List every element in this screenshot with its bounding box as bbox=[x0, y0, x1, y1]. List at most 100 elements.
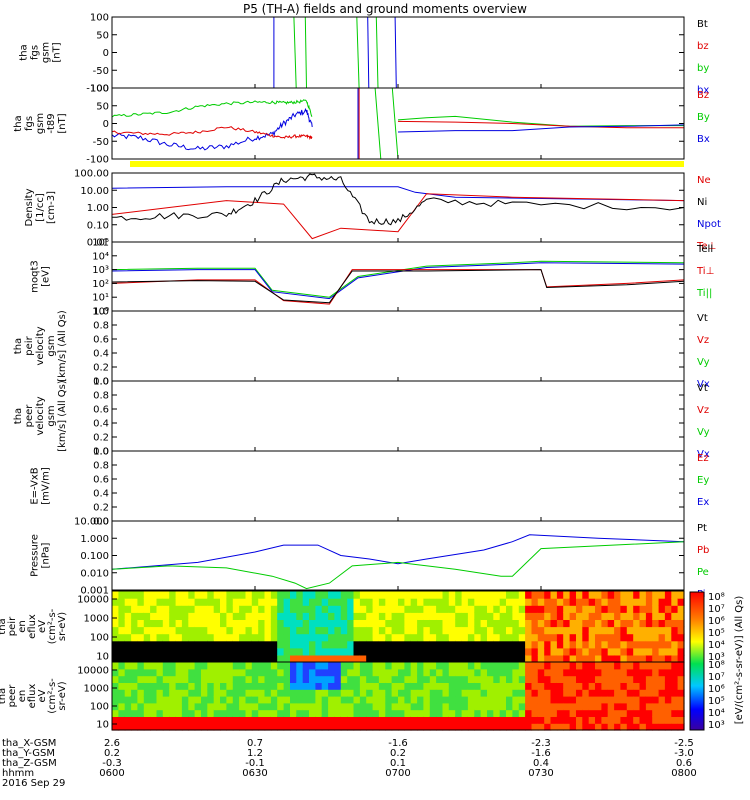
spectrogram-cell bbox=[601, 605, 609, 613]
spectrogram-cell bbox=[290, 702, 297, 711]
spectrogram-cell bbox=[156, 662, 164, 670]
spectrogram-cell bbox=[258, 598, 266, 606]
spectrogram-cell bbox=[645, 605, 653, 613]
spectrogram-cell bbox=[614, 626, 622, 635]
legend-entry: Vz bbox=[697, 405, 709, 416]
spectrogram-cell bbox=[480, 682, 488, 690]
spectrogram-cell bbox=[639, 675, 647, 683]
spectrogram-cell bbox=[595, 723, 602, 731]
spectrogram-cell bbox=[175, 696, 183, 704]
spectrogram-cell bbox=[467, 605, 475, 613]
spectrogram-cell bbox=[220, 598, 227, 606]
spectrogram-cell bbox=[518, 640, 526, 649]
spectrogram-cell bbox=[239, 619, 247, 628]
y-tick-label: 1000 bbox=[84, 684, 109, 695]
spectrogram-cell bbox=[607, 716, 615, 724]
spectrogram-cell bbox=[321, 612, 329, 620]
spectrogram-cell bbox=[391, 675, 399, 683]
spectrogram-cell bbox=[404, 654, 412, 663]
spectrogram-cell bbox=[270, 633, 278, 642]
spectrogram-cell bbox=[614, 633, 622, 642]
spectrogram-cell bbox=[321, 640, 329, 649]
spectrogram-cell bbox=[385, 716, 393, 724]
spectrogram-cell bbox=[143, 640, 151, 649]
spectrogram-cell bbox=[436, 612, 444, 620]
spectrogram-cell bbox=[531, 619, 539, 628]
spectrogram-cell bbox=[162, 702, 170, 711]
spectrogram-cell bbox=[423, 612, 431, 620]
spectrogram-cell bbox=[531, 682, 539, 690]
spectrogram-cell bbox=[398, 605, 405, 613]
spectrogram-cell bbox=[633, 709, 641, 717]
spectrogram-cell bbox=[677, 612, 685, 620]
spectrogram-cell bbox=[150, 662, 158, 670]
spectrogram-cell bbox=[188, 702, 196, 711]
spectrogram-cell bbox=[309, 682, 316, 690]
spectrogram-cell bbox=[213, 598, 221, 606]
spectrogram-cell bbox=[207, 668, 215, 677]
spectrogram-cell bbox=[588, 626, 596, 635]
spectrogram-cell bbox=[137, 675, 145, 683]
spectrogram-cell bbox=[220, 668, 227, 677]
spectrogram-cell bbox=[175, 640, 183, 649]
spectrogram-cell bbox=[143, 668, 151, 677]
y-axis-label-line: tha bbox=[0, 618, 8, 634]
spectrogram-cell bbox=[112, 654, 119, 663]
spectrogram-cell bbox=[232, 605, 240, 613]
spectrogram-cell bbox=[531, 626, 539, 635]
spectrogram-cell bbox=[429, 619, 437, 628]
ephemeris-label: tha_Y-GSM bbox=[2, 748, 55, 759]
spectrogram-cell bbox=[315, 647, 323, 656]
spectrogram-cell bbox=[467, 598, 475, 606]
spectrogram-cell bbox=[461, 689, 469, 697]
spectrogram-cell bbox=[334, 640, 342, 649]
spectrogram-cell bbox=[131, 654, 139, 663]
series-line bbox=[367, 16, 370, 89]
spectrogram-cell bbox=[124, 626, 132, 635]
spectrogram-cell bbox=[582, 668, 590, 677]
spectrogram-cell bbox=[334, 723, 342, 731]
spectrogram-cell bbox=[220, 682, 227, 690]
series-line bbox=[111, 534, 685, 570]
spectrogram-cell bbox=[347, 619, 355, 628]
spectrogram-cell bbox=[239, 702, 247, 711]
spectrogram-cell bbox=[626, 591, 634, 599]
spectrogram-cell bbox=[671, 598, 679, 606]
spectrogram-cell bbox=[506, 640, 513, 649]
spectrogram-cell bbox=[340, 626, 348, 635]
spectrogram-cell bbox=[506, 633, 513, 642]
spectrogram-cell bbox=[277, 662, 285, 670]
spectrogram-cell bbox=[347, 716, 355, 724]
spectrogram-cell bbox=[550, 689, 558, 697]
spectrogram-cell bbox=[556, 689, 564, 697]
spectrogram-cell bbox=[423, 591, 431, 599]
spectrogram-cell bbox=[277, 696, 285, 704]
spectrogram-cell bbox=[417, 591, 425, 599]
colorbar-label: [eV/(cm²-s-sr-eV)] (All Qs) bbox=[734, 596, 745, 725]
spectrogram-cell bbox=[620, 654, 628, 663]
spectrogram-cell bbox=[353, 682, 361, 690]
spectrogram-cell bbox=[423, 675, 431, 683]
spectrogram-cell bbox=[671, 723, 679, 731]
spectrogram-cell bbox=[385, 654, 393, 663]
spectrogram-cell bbox=[118, 605, 126, 613]
spectrogram-cell bbox=[595, 633, 602, 642]
spectrogram-cell bbox=[455, 619, 463, 628]
spectrogram-cell bbox=[283, 647, 291, 656]
spectrogram-cell bbox=[194, 689, 202, 697]
spectrogram-cell bbox=[423, 696, 431, 704]
spectrogram-cell bbox=[512, 640, 520, 649]
spectrogram-cell bbox=[658, 696, 666, 704]
series-line bbox=[356, 16, 360, 89]
spectrogram-cell bbox=[563, 647, 571, 656]
spectrogram-cell bbox=[499, 612, 507, 620]
series-line bbox=[293, 16, 297, 89]
spectrogram-cell bbox=[595, 682, 602, 690]
spectrogram-cell bbox=[639, 723, 647, 731]
spectrogram-cell bbox=[652, 682, 660, 690]
spectrogram-cell bbox=[588, 598, 596, 606]
spectrogram-cell bbox=[436, 598, 444, 606]
spectrogram-cell bbox=[461, 709, 469, 717]
spectrogram-cell bbox=[474, 626, 482, 635]
